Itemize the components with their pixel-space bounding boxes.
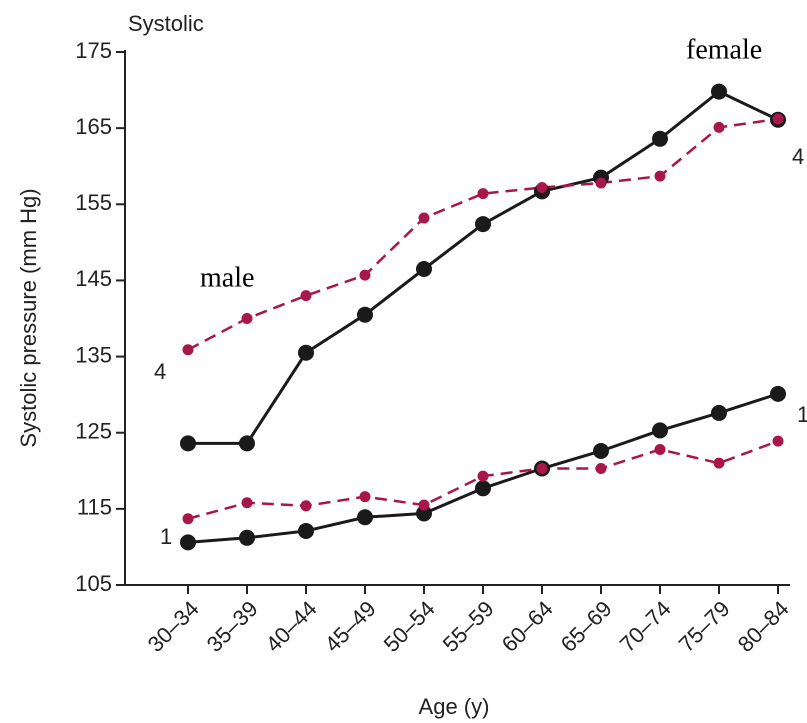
point: [239, 435, 255, 452]
point: [418, 499, 430, 511]
x-tick-label: 60–64: [497, 596, 558, 657]
point: [595, 463, 607, 475]
point: [300, 290, 312, 302]
x-tick-label: 30–34: [143, 596, 204, 657]
x-tick-label: 75–79: [674, 596, 735, 657]
y-tick-label: 105: [75, 571, 112, 596]
x-tick-label: 40–44: [261, 596, 322, 657]
y-axis-label: Systolic pressure (mm Hg): [16, 188, 41, 447]
point: [713, 457, 725, 469]
point: [770, 385, 786, 402]
point: [475, 480, 491, 497]
point: [180, 534, 196, 551]
point: [772, 435, 784, 447]
point: [298, 522, 314, 539]
x-tick-label: 35–39: [202, 596, 263, 657]
y-tick-label: 125: [75, 419, 112, 444]
point: [418, 212, 430, 224]
y-tick-label: 115: [77, 495, 112, 520]
y-tick-label: 135: [75, 342, 112, 367]
point: [711, 83, 727, 100]
annotation: 4: [792, 144, 804, 169]
point: [477, 188, 489, 200]
point: [241, 497, 253, 509]
annotation: 1: [160, 524, 172, 549]
point: [536, 182, 548, 194]
y-tick-label: 155: [75, 190, 112, 215]
point: [359, 269, 371, 281]
series-line: [187, 392, 779, 544]
series-line: [188, 89, 779, 445]
point: [241, 313, 253, 324]
point: [711, 404, 727, 421]
x-tick-label: 45–49: [320, 596, 381, 657]
point: [475, 216, 491, 233]
y-tick-label: 145: [75, 266, 112, 291]
annotation: male: [200, 262, 254, 293]
point: [182, 344, 194, 356]
point: [536, 463, 548, 475]
x-tick-label: 70–74: [615, 596, 676, 657]
annotation: 1: [797, 402, 807, 427]
point: [593, 442, 609, 459]
x-tick-label: 55–59: [438, 596, 499, 657]
point: [180, 435, 196, 452]
series-line: [187, 117, 779, 351]
annotation: female: [686, 34, 762, 65]
point: [300, 500, 312, 512]
point: [182, 513, 194, 525]
point: [416, 261, 432, 278]
point: [772, 113, 784, 125]
point: [298, 344, 314, 361]
point: [652, 130, 668, 147]
point: [595, 177, 607, 189]
annotation: 4: [154, 359, 166, 384]
point: [357, 306, 373, 323]
x-tick-label: 65–69: [556, 596, 617, 657]
x-tick-label: 50–54: [379, 596, 440, 657]
point: [359, 491, 371, 503]
point: [477, 470, 489, 482]
chart-title: Systolic: [128, 11, 204, 36]
point: [416, 505, 432, 522]
point: [239, 529, 255, 546]
x-tick-label: 80–84: [733, 596, 794, 657]
point: [713, 121, 725, 133]
x-axis-label: Age (y): [419, 694, 490, 719]
y-tick-label: 175: [75, 38, 112, 63]
point: [654, 170, 666, 182]
y-tick-label: 165: [75, 114, 112, 139]
point: [654, 443, 666, 455]
point: [357, 509, 373, 526]
point: [652, 422, 668, 439]
